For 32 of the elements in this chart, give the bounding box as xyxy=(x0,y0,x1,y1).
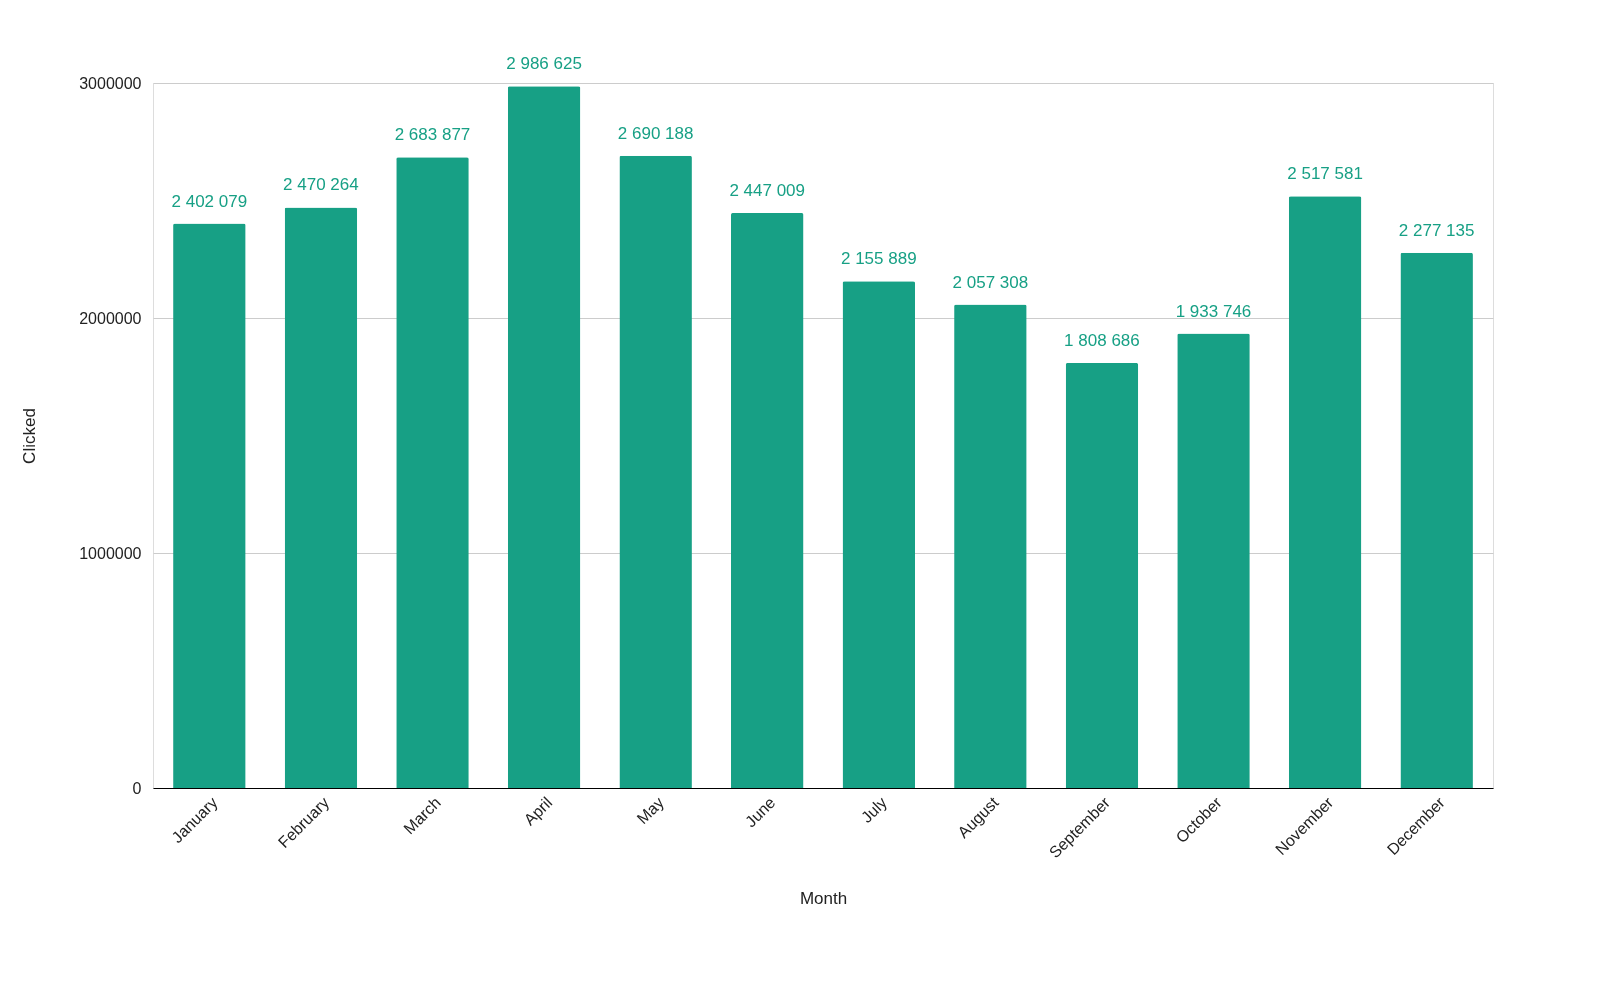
bar xyxy=(173,223,246,788)
data-label: 2 683 877 xyxy=(394,125,471,145)
data-label: 2 986 625 xyxy=(506,54,582,74)
data-label: 2 690 188 xyxy=(617,123,694,143)
data-label: 2 447 009 xyxy=(729,180,806,200)
data-label: 2 155 889 xyxy=(840,249,917,269)
y-tick-label: 0 xyxy=(132,779,142,797)
data-label: 1 808 686 xyxy=(1064,330,1140,350)
y-tick-label: 2000000 xyxy=(79,309,142,327)
bar xyxy=(842,281,916,788)
y-tick-label: 3000000 xyxy=(79,74,142,92)
bar xyxy=(954,304,1027,788)
data-label: 2 470 264 xyxy=(283,175,359,195)
bar xyxy=(396,157,469,788)
data-label: 2 402 079 xyxy=(171,191,248,211)
bar xyxy=(1400,252,1473,788)
x-tick-label: May xyxy=(633,793,667,828)
data-label: 2 057 308 xyxy=(952,272,1029,292)
bar xyxy=(619,155,692,788)
x-axis-title: Month xyxy=(799,889,848,909)
bar xyxy=(284,207,358,788)
bar xyxy=(730,212,804,788)
data-label: 2 277 135 xyxy=(1398,220,1475,240)
y-axis-title: Clicked xyxy=(20,408,40,464)
bar xyxy=(1177,333,1250,788)
bar xyxy=(1288,196,1362,788)
y-tick-label: 1000000 xyxy=(79,544,142,562)
x-tick-label: July xyxy=(857,793,891,826)
data-label: 1 933 746 xyxy=(1175,301,1252,321)
bar xyxy=(507,86,581,788)
bar xyxy=(1065,362,1139,788)
data-label: 2 517 581 xyxy=(1287,164,1363,184)
